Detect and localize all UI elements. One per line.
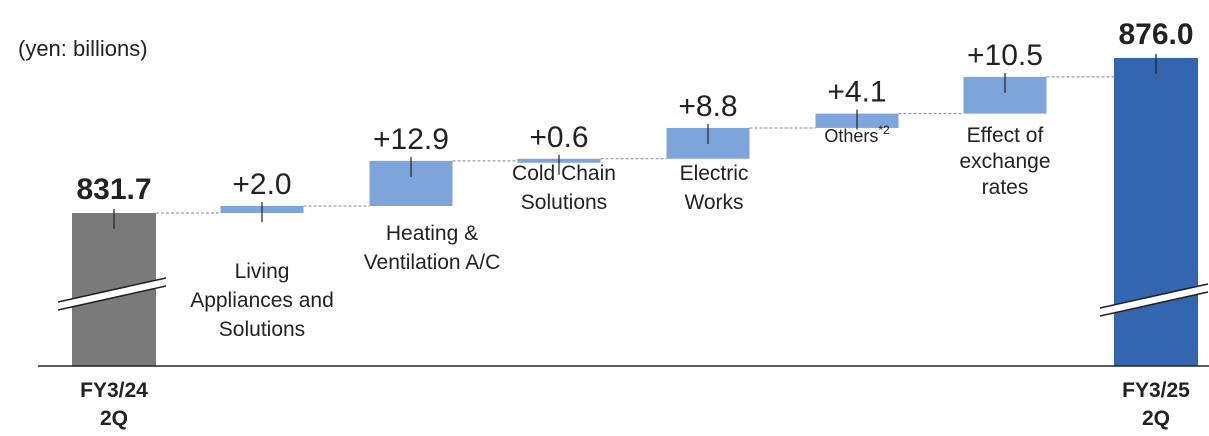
category-label: rates	[982, 176, 1029, 199]
category-label: 2Q	[1142, 407, 1170, 430]
category-label: FY3/25	[1122, 379, 1190, 402]
category-label-superscript: *2	[878, 123, 890, 137]
delta-value-label: +12.9	[373, 123, 449, 156]
category-label: Heating &	[386, 222, 478, 245]
axis-break-gap	[1100, 284, 1208, 316]
delta-value-label: +0.6	[529, 121, 588, 154]
delta-value-label: +4.1	[827, 76, 886, 109]
unit-label: (yen: billions)	[18, 36, 148, 61]
delta-value-label: +2.0	[232, 168, 291, 201]
category-label: Cold Chain	[512, 162, 616, 185]
category-label: Appliances and	[190, 289, 334, 312]
axis-break-line	[1099, 291, 1209, 317]
axis-break-gap	[58, 278, 166, 310]
category-label: exchange	[959, 150, 1050, 173]
axis-break-line	[57, 285, 167, 311]
delta-value-label: +8.8	[678, 90, 737, 123]
total-value-label: 831.7	[76, 173, 151, 206]
category-label: Ventilation A/C	[364, 251, 501, 274]
total-bar	[1114, 57, 1198, 366]
category-label: Living	[235, 260, 290, 283]
axis-break-line	[57, 277, 167, 303]
axis-break-line	[1099, 283, 1209, 309]
category-label: 2Q	[100, 407, 128, 430]
category-label: Others*2	[824, 123, 890, 146]
category-label: Works	[684, 191, 743, 214]
category-label: Electric	[680, 162, 749, 185]
category-label: Solutions	[219, 318, 305, 341]
category-label: Solutions	[521, 191, 607, 214]
category-label: FY3/24	[80, 379, 148, 402]
total-value-label: 876.0	[1118, 18, 1193, 51]
category-label: Effect of	[967, 124, 1044, 147]
delta-value-label: +10.5	[967, 39, 1043, 72]
